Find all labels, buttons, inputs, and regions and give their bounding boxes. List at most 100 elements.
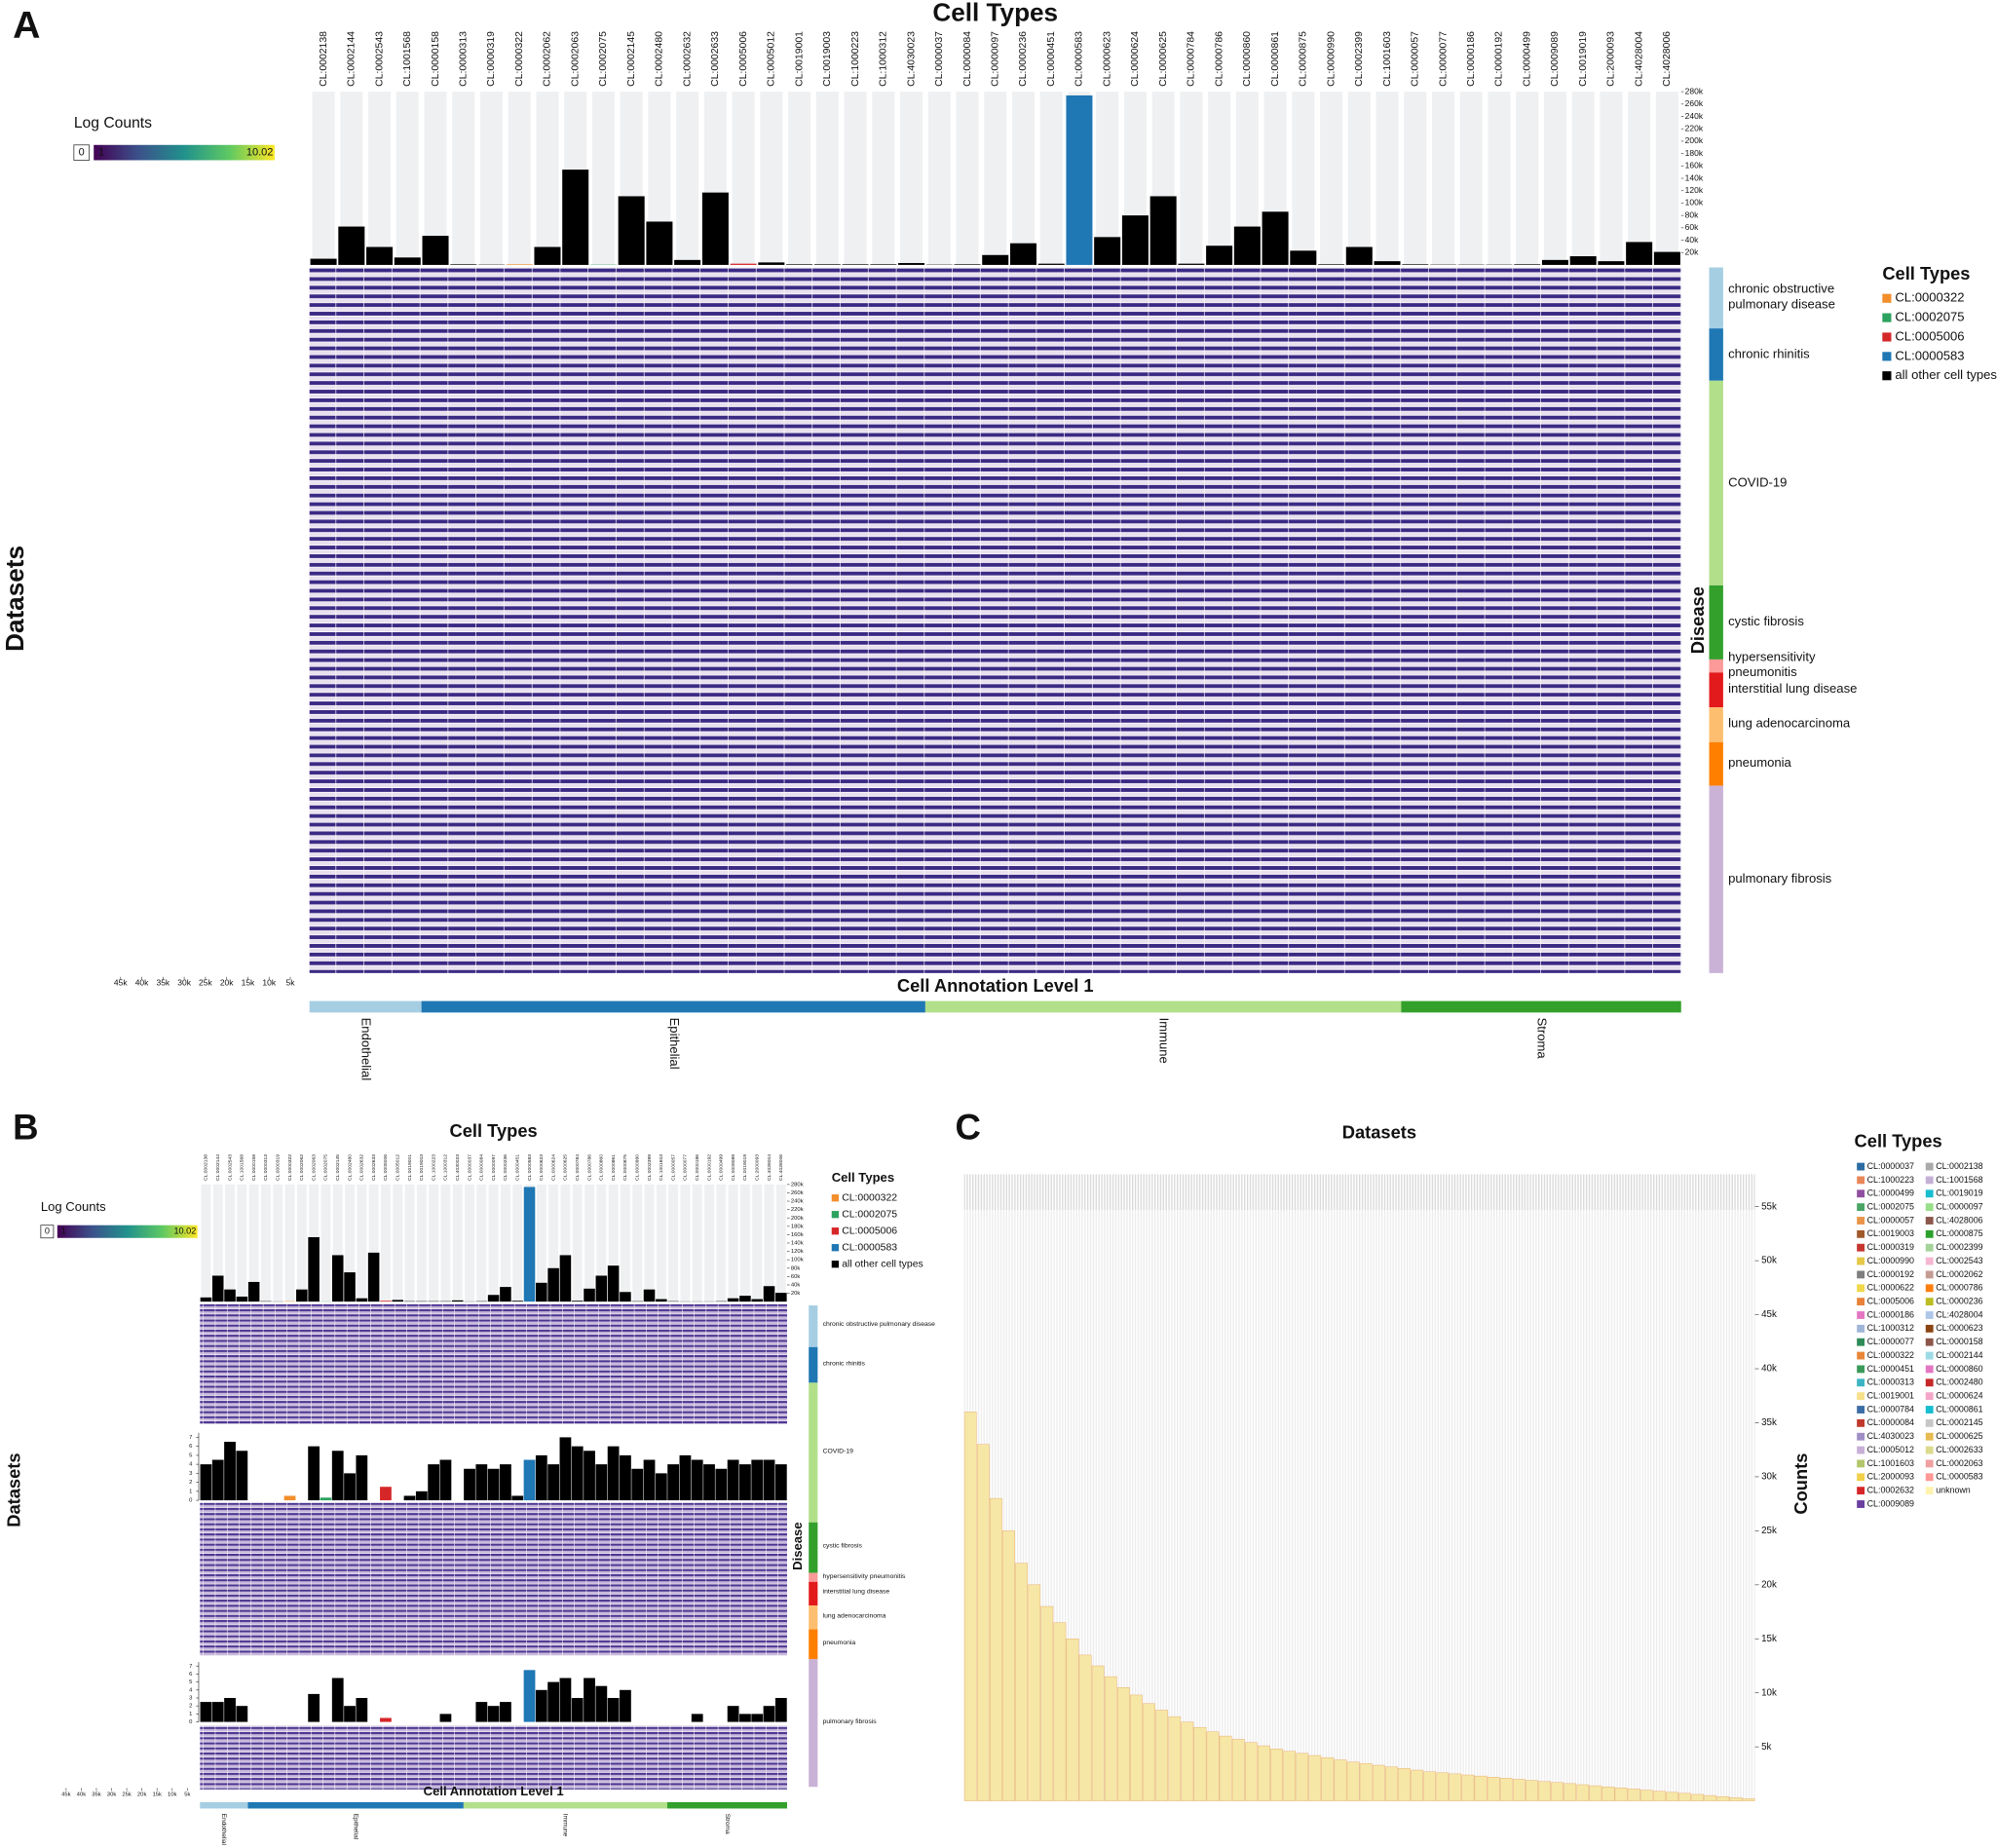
y-tick-label: 45k [1761,1309,1777,1320]
column-bg [465,1184,474,1302]
bar [982,254,1009,265]
y-tick-label: 220k [1685,123,1704,132]
column-label: CL:0000624 [550,1154,556,1181]
inset-tick-label: 2 [189,1480,192,1486]
legend-swatch [1857,1176,1865,1185]
legend-label: all other cell types [1895,367,1997,382]
bar [1514,264,1541,265]
annotation-segment [421,1000,925,1013]
y-tick-label: 30k [1761,1472,1777,1483]
inset-bar [523,1670,536,1722]
column-label: CL:0000084 [962,31,973,87]
inset-bar [415,1490,428,1501]
inset-bar [475,1702,488,1722]
inset-bar [739,1714,751,1722]
column-bg [676,92,699,265]
inset-bar [331,1678,344,1722]
y-tick-label: 20k [791,1291,801,1297]
column-label: CL:0000319 [276,1154,282,1181]
legend-swatch [1857,1298,1865,1306]
legend-label: CL:0005006 [842,1226,897,1236]
disease-label-box: interstitial lung disease [1728,683,1857,697]
column-label: CL:0002144 [215,1154,221,1181]
x-tick-label: 35k [156,978,170,988]
bar [701,192,729,265]
inset-tick-label: 1 [189,1712,192,1717]
column-label: CL:0019019 [1578,31,1589,87]
inset-bar [211,1459,224,1501]
inset-bar [667,1464,680,1501]
y-tick-label: 140k [1685,172,1704,182]
legend-swatch [831,1244,840,1252]
column-label: CL:0009089 [1550,31,1561,87]
x-tick-label: 40k [77,1792,87,1798]
disease-label-box: hypersensitivity pneumonitis [823,1572,906,1580]
column-bg [1432,92,1454,265]
bar [211,1275,224,1302]
y-tick-label: 20k [1685,246,1699,256]
column-bg [621,1184,630,1302]
column-label: CL:0009089 [731,1154,736,1181]
colorbar-zero-box [73,144,90,161]
inset-bar [584,1451,595,1501]
bar [813,264,841,265]
legend-label: CL:0000622 [1867,1283,1914,1293]
column-bg [632,1184,643,1302]
bar [200,1297,212,1302]
bar [1345,246,1373,265]
inset-bar [356,1697,368,1722]
bar [1626,242,1653,265]
legend-label: CL:0000583 [1895,348,1964,362]
column-bg [927,92,951,265]
y-tick-label: 80k [791,1265,801,1271]
bar [1374,261,1401,265]
legend-label: CL:0009089 [1867,1498,1914,1508]
bar [308,1236,320,1302]
column-bg [1096,92,1119,265]
x-tick-label: 35k [92,1792,101,1798]
column-label: CL:0000875 [622,1154,628,1181]
y-tick-label: 20k [1761,1579,1777,1590]
column-label: CL:0002633 [710,31,721,87]
legend-label: CL:0000057 [1867,1215,1914,1225]
bar [730,263,757,265]
column-label: CL:0000236 [1018,31,1029,87]
bar [763,1286,775,1302]
column-label: CL:0002399 [1354,31,1365,87]
column-bg [312,92,335,265]
legend-swatch [1882,371,1892,381]
column-bg [479,92,503,265]
bar [1487,1777,1500,1801]
x-tick-label: 5k [184,1792,190,1798]
bar [1411,1769,1423,1801]
column-bg [1292,92,1315,265]
bar [296,1289,308,1302]
annotation-segment [666,1801,787,1809]
legend-label: CL:0002633 [1936,1445,1982,1454]
column-bg [716,1184,727,1302]
y-tick-label: 60k [791,1274,801,1280]
annotation-label: Endothelial [359,1018,374,1081]
disease-label: pneumonia [822,1639,856,1647]
bar [1078,1654,1092,1801]
legend-swatch [1925,1324,1934,1333]
y-tick-label: 10k [1761,1687,1777,1698]
bar [356,1298,368,1302]
dataset-label-area [74,268,307,973]
inset-tick-label: 7 [189,1435,192,1441]
legend-label: CL:1001568 [1936,1175,1982,1185]
column-label: CL:0000037 [467,1154,472,1181]
column-bg [320,1184,331,1302]
bar [1219,1735,1232,1801]
bar [1308,1754,1322,1801]
bar [656,1299,667,1302]
disease-segment [809,1581,818,1606]
column-label: CL:0005006 [383,1154,389,1181]
bar [1181,1721,1194,1801]
column-bg [512,1184,523,1302]
disease-segment [809,1305,818,1347]
legend-swatch [1925,1270,1934,1279]
inset-bar [331,1451,344,1501]
inset-bar [211,1702,224,1722]
